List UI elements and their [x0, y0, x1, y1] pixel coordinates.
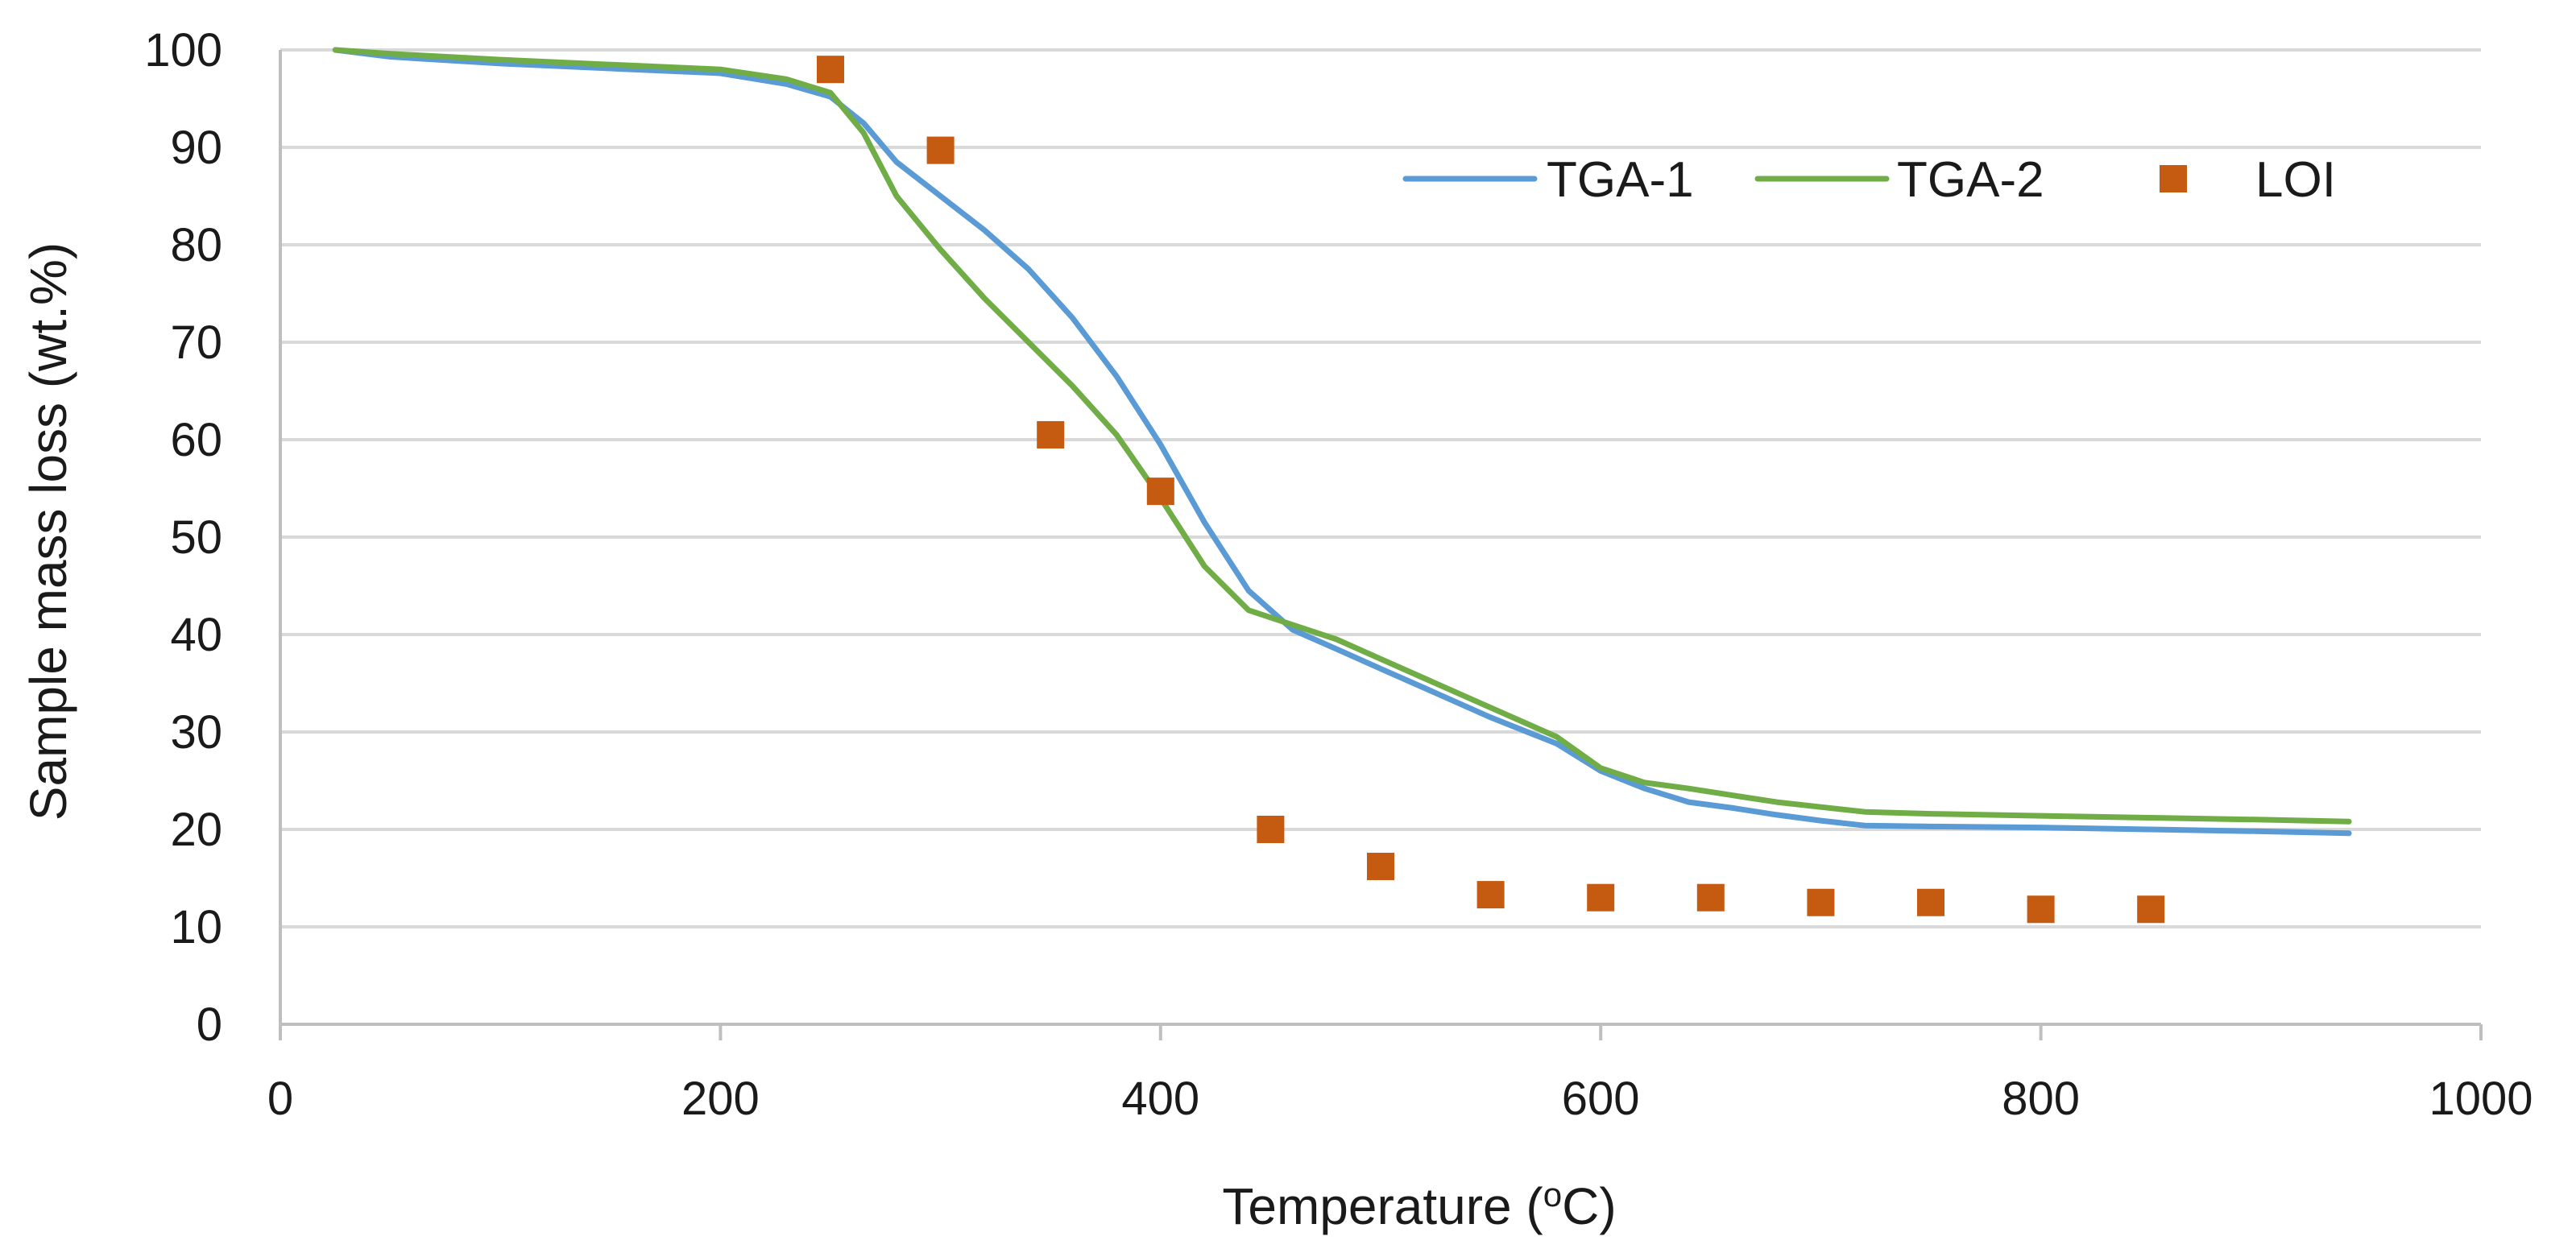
- gridlines: [280, 48, 2481, 928]
- data-point-loi: [2137, 895, 2165, 924]
- legend: TGA-1 TGA-2 LOI: [1402, 152, 2336, 208]
- x-tick-label: 0: [267, 1073, 293, 1125]
- y-axis-title: Sample mass loss (wt.%): [19, 242, 77, 821]
- x-tick-label: 600: [1562, 1073, 1640, 1125]
- data-point-loi: [1367, 852, 1394, 880]
- legend-label-tga-1: TGA-1: [1547, 152, 1694, 208]
- y-tick-label: 10: [170, 901, 222, 953]
- data-point-loi: [1696, 883, 1725, 912]
- x-tick-label: 400: [1121, 1073, 1199, 1125]
- data-point-loi: [1476, 881, 1505, 909]
- data-point-loi: [1257, 816, 1285, 843]
- y-tick-label: 90: [170, 122, 222, 174]
- data-point-loi: [1807, 888, 1835, 916]
- y-tick-label: 60: [170, 414, 222, 466]
- legend-label-loi: LOI: [2255, 152, 2336, 208]
- data-point-loi: [817, 56, 844, 84]
- y-tick-label: 0: [197, 999, 222, 1051]
- y-tick-label: 70: [170, 316, 222, 369]
- x-axis-title: Temperature (oC): [1222, 1176, 1616, 1235]
- x-axis-title-text: Temperature: [1222, 1177, 1511, 1235]
- data-point-loi: [1917, 888, 1944, 916]
- data-point-loi: [2027, 895, 2055, 924]
- y-tick-label: 80: [170, 219, 222, 271]
- data-point-loi: [1146, 478, 1174, 506]
- legend-swatch-loi: [2160, 165, 2187, 192]
- data-point-loi: [1037, 420, 1065, 449]
- y-tick-label: 100: [144, 24, 222, 76]
- y-tick-label: 50: [170, 511, 222, 564]
- y-tick-label: 20: [170, 804, 222, 856]
- x-tick-label: 1000: [2429, 1073, 2533, 1125]
- x-tick-label: 200: [681, 1073, 760, 1125]
- series-line-tga-2: [332, 47, 2352, 825]
- y-tick-label: 30: [170, 706, 222, 759]
- x-tick-label: 800: [2002, 1073, 2080, 1125]
- x-axis-title-unit: C: [1562, 1177, 1599, 1235]
- series-line-tga-1: [332, 47, 2352, 837]
- x-axis-title-unit-prefix: o: [1543, 1176, 1562, 1214]
- legend-label-tga-2: TGA-2: [1897, 152, 2044, 208]
- data-point-loi: [1587, 883, 1615, 912]
- y-tick-label: 40: [170, 609, 222, 661]
- data-point-loi: [926, 136, 955, 164]
- series: [332, 47, 2352, 924]
